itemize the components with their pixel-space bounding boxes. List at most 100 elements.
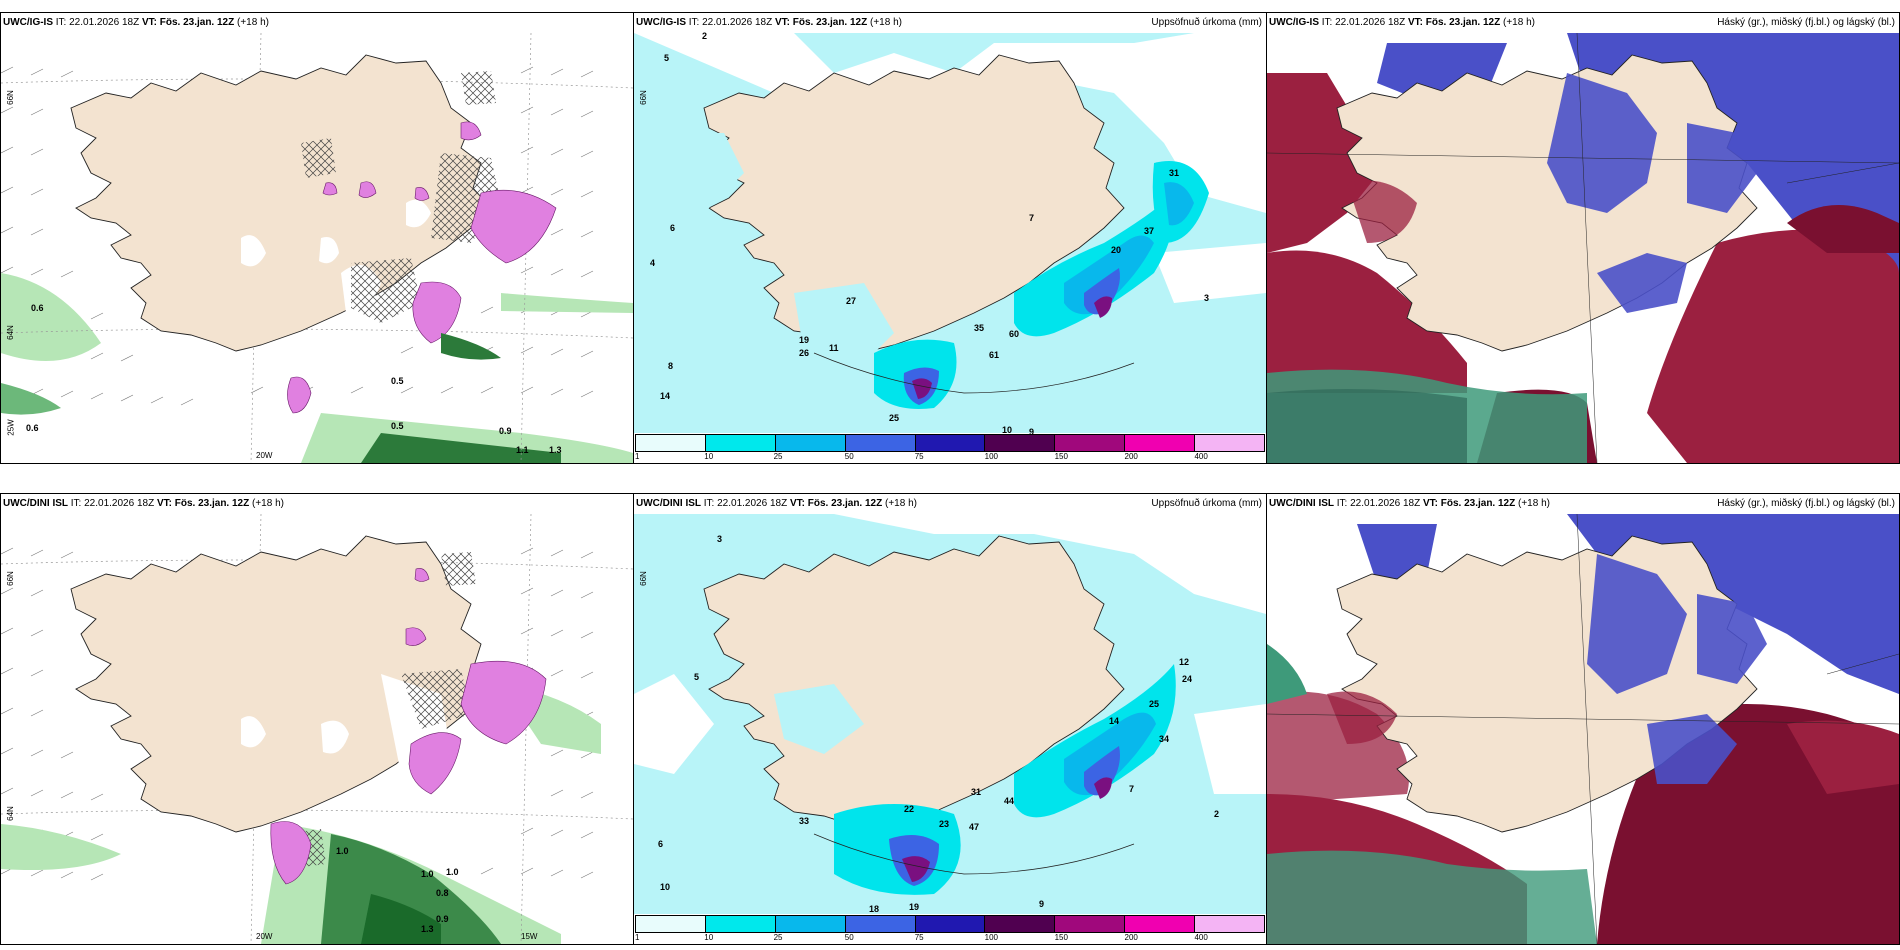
legend-tick: 400 [1194, 933, 1208, 942]
precip-value: 14 [1109, 716, 1120, 726]
legend-swatch-6 [1055, 916, 1126, 932]
precip-value: 3 [1204, 293, 1210, 303]
lead-time: (+18 h) [237, 17, 269, 28]
panel-header: UWC/DINI ISL IT: 22.01.2026 18Z VT: Fös.… [1269, 498, 1895, 512]
value-label: 1.0 [421, 869, 434, 879]
model-name: UWC/DINI ISL [3, 498, 68, 509]
it-label: IT: [688, 17, 700, 28]
precip-value: 27 [846, 296, 857, 306]
legend-swatch-2 [775, 916, 846, 932]
precip-map [634, 33, 1266, 433]
it-label: IT: [70, 498, 82, 509]
legend-tick: 150 [1054, 933, 1068, 942]
panel-precip-dini[interactable]: UWC/DINI ISL IT: 22.01.2026 18Z VT: Fös.… [633, 493, 1267, 945]
precip-value: 22 [904, 804, 915, 814]
valid-time: Fös. 23.jan. 12Z [1425, 17, 1501, 28]
precip-value: 4 [650, 258, 656, 268]
legend-tick: 10 [704, 933, 714, 942]
precip-legend: 1 10 25 50 75 100 150 200 400 [635, 434, 1265, 462]
precip-value: 18 [869, 904, 880, 914]
precip-value: 5 [664, 53, 670, 63]
panel-precip-igis[interactable]: UWC/IG-IS IT: 22.01.2026 18Z VT: Fös. 23… [633, 12, 1267, 464]
precip-value: 6 [670, 223, 676, 233]
lead-time: (+18 h) [252, 498, 284, 509]
init-time: 22.01.2026 18Z [84, 498, 155, 509]
init-time: 22.01.2026 18Z [69, 17, 140, 28]
panel-header: UWC/IG-IS IT: 22.01.2026 18Z VT: Fös. 23… [636, 17, 1262, 31]
field-title: Háský (gr.), miðský (fj.bl.) og lágský (… [1717, 17, 1895, 28]
panel-clouds-dini[interactable]: UWC/DINI ISL IT: 22.01.2026 18Z VT: Fös.… [1266, 493, 1900, 945]
precip-value: 23 [939, 819, 950, 829]
precip-legend: 1 10 25 50 75 100 150 200 400 [635, 915, 1265, 943]
it-label: IT: [703, 498, 715, 509]
panel-wind-precip-dini[interactable]: UWC/DINI ISL IT: 22.01.2026 18Z VT: Fös.… [0, 493, 634, 945]
panel-wind-precip-igis[interactable]: UWC/IG-IS IT: 22.01.2026 18Z VT: Fös. 23… [0, 12, 634, 464]
precip-value: 6 [658, 839, 664, 849]
legend-swatch-4 [915, 435, 986, 451]
lead-time: (+18 h) [1518, 498, 1550, 509]
it-label: IT: [1321, 17, 1333, 28]
legend-tick: 50 [844, 452, 854, 461]
clouds-map [1267, 513, 1899, 944]
model-name: UWC/DINI ISL [636, 498, 701, 509]
precip-value: 47 [969, 822, 980, 832]
init-time: 22.01.2026 18Z [1350, 498, 1421, 509]
vt-label: VT: [1407, 17, 1423, 28]
precip-value: 3 [717, 534, 723, 544]
lon-label: 20W [256, 932, 273, 941]
lead-time: (+18 h) [885, 498, 917, 509]
field-title: Háský (gr.), miðský (fj.bl.) og lágský (… [1717, 498, 1895, 509]
legend-tick: 200 [1124, 452, 1138, 461]
legend-swatch-2 [775, 435, 846, 451]
precip-value: 31 [971, 787, 982, 797]
precip-value: 10 [660, 882, 671, 892]
precip-value: 12 [1179, 657, 1190, 667]
precip-value: 37 [1144, 226, 1155, 236]
lead-time: (+18 h) [1503, 17, 1535, 28]
precip-value: 7 [1129, 784, 1135, 794]
lat-label: 66N [638, 90, 648, 105]
precip-value: 26 [799, 348, 810, 358]
init-time: 22.01.2026 18Z [717, 498, 788, 509]
legend-swatch-5 [985, 916, 1056, 932]
precip-value: 25 [889, 413, 900, 423]
legend-swatch-0 [636, 435, 706, 451]
lat-label: 66N [5, 571, 15, 586]
legend-tick: 10 [704, 452, 714, 461]
vt-label: VT: [141, 17, 157, 28]
lat-label: 66N [638, 571, 648, 586]
legend-ticks: 1 10 25 50 75 100 150 200 400 [635, 933, 1265, 943]
wind-precip-map [1, 32, 633, 463]
precip-value: 10 [1002, 425, 1013, 435]
precip-value: 19 [799, 335, 810, 345]
vt-label: VT: [774, 17, 790, 28]
legend-tick: 100 [984, 933, 998, 942]
valid-time: Fös. 23.jan. 12Z [159, 17, 235, 28]
panel-header: UWC/DINI ISL IT: 22.01.2026 18Z VT: Fös.… [3, 498, 629, 512]
precip-value: 19 [909, 902, 920, 912]
wind-precip-map [1, 513, 633, 944]
precip-value: 5 [694, 672, 700, 682]
precip-value: 14 [660, 391, 671, 401]
panel-clouds-igis[interactable]: UWC/IG-IS IT: 22.01.2026 18Z VT: Fös. 23… [1266, 12, 1900, 464]
value-label: 0.6 [26, 423, 39, 433]
init-time: 22.01.2026 18Z [702, 17, 773, 28]
legend-tick: 100 [984, 452, 998, 461]
legend-swatch-3 [845, 916, 916, 932]
valid-time: Fös. 23.jan. 12Z [807, 498, 883, 509]
precip-value: 20 [1111, 245, 1122, 255]
legend-colorbar [635, 434, 1265, 452]
field-title: Uppsöfnuð úrkoma (mm) [1151, 17, 1262, 28]
legend-tick: 1 [635, 933, 640, 942]
legend-swatch-6 [1055, 435, 1126, 451]
valid-time: Fös. 23.jan. 12Z [792, 17, 868, 28]
legend-tick: 400 [1194, 452, 1208, 461]
legend-tick: 25 [773, 452, 783, 461]
lon-label: 25W [6, 419, 16, 436]
lon-label: 15W [521, 932, 538, 941]
legend-colorbar [635, 915, 1265, 933]
precip-value: 11 [829, 343, 839, 353]
clouds-map [1267, 32, 1899, 463]
legend-swatch-1 [705, 916, 776, 932]
precip-value: 61 [989, 350, 1000, 360]
